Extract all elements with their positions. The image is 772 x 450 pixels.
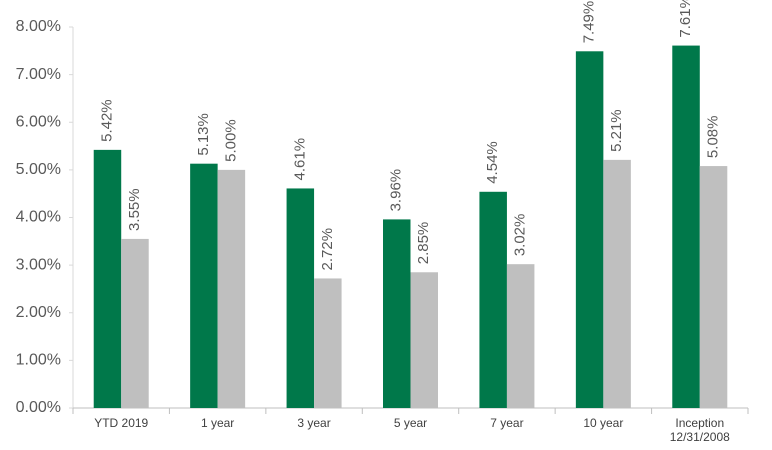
data-label: 2.85% [415, 222, 432, 265]
x-tick-label: 3 year [297, 416, 331, 430]
bar [314, 278, 342, 408]
bar [190, 163, 218, 408]
y-tick-label: 3.00% [16, 256, 61, 273]
y-tick-label: 0.00% [16, 399, 61, 416]
bar [479, 191, 507, 408]
bar [410, 272, 438, 408]
data-label: 3.02% [512, 214, 529, 257]
y-tick-label: 6.00% [16, 113, 61, 130]
data-label: 5.00% [222, 119, 239, 162]
x-tick-label: 1 year [200, 416, 235, 430]
bar [93, 149, 122, 408]
data-label: 2.72% [319, 228, 336, 271]
y-tick-label: 2.00% [16, 304, 61, 321]
data-label: 5.13% [195, 113, 212, 156]
x-tick-label: 5 year [393, 416, 428, 430]
y-tick-label: 5.00% [16, 161, 61, 178]
x-tick-label: YTD 2019 [94, 416, 149, 430]
bar [603, 159, 631, 408]
bar [286, 188, 315, 408]
data-label: 4.61% [291, 138, 308, 181]
bar [383, 219, 411, 408]
data-label: 3.55% [126, 188, 143, 231]
data-label: 4.54% [484, 141, 501, 184]
data-label: 5.08% [705, 116, 722, 159]
y-tick-label: 1.00% [16, 352, 61, 369]
data-label: 3.96% [388, 169, 405, 212]
bar [217, 169, 246, 408]
bar [506, 264, 535, 408]
data-label: 7.49% [581, 1, 598, 44]
x-tick-label: Inception 12/31/2008 [669, 416, 730, 444]
y-tick-label: 8.00% [16, 18, 61, 35]
bar [575, 51, 604, 408]
x-tick-label: 7 year [490, 416, 524, 430]
bar [672, 45, 700, 408]
data-label: 5.21% [608, 109, 625, 152]
y-tick-label: 4.00% [16, 209, 61, 226]
y-tick-label: 7.00% [16, 66, 61, 83]
data-label: 7.61% [677, 0, 694, 38]
bar [121, 238, 149, 408]
data-label: 5.42% [98, 99, 115, 142]
x-tick-label: 10 year [583, 416, 624, 430]
bar [699, 166, 728, 408]
